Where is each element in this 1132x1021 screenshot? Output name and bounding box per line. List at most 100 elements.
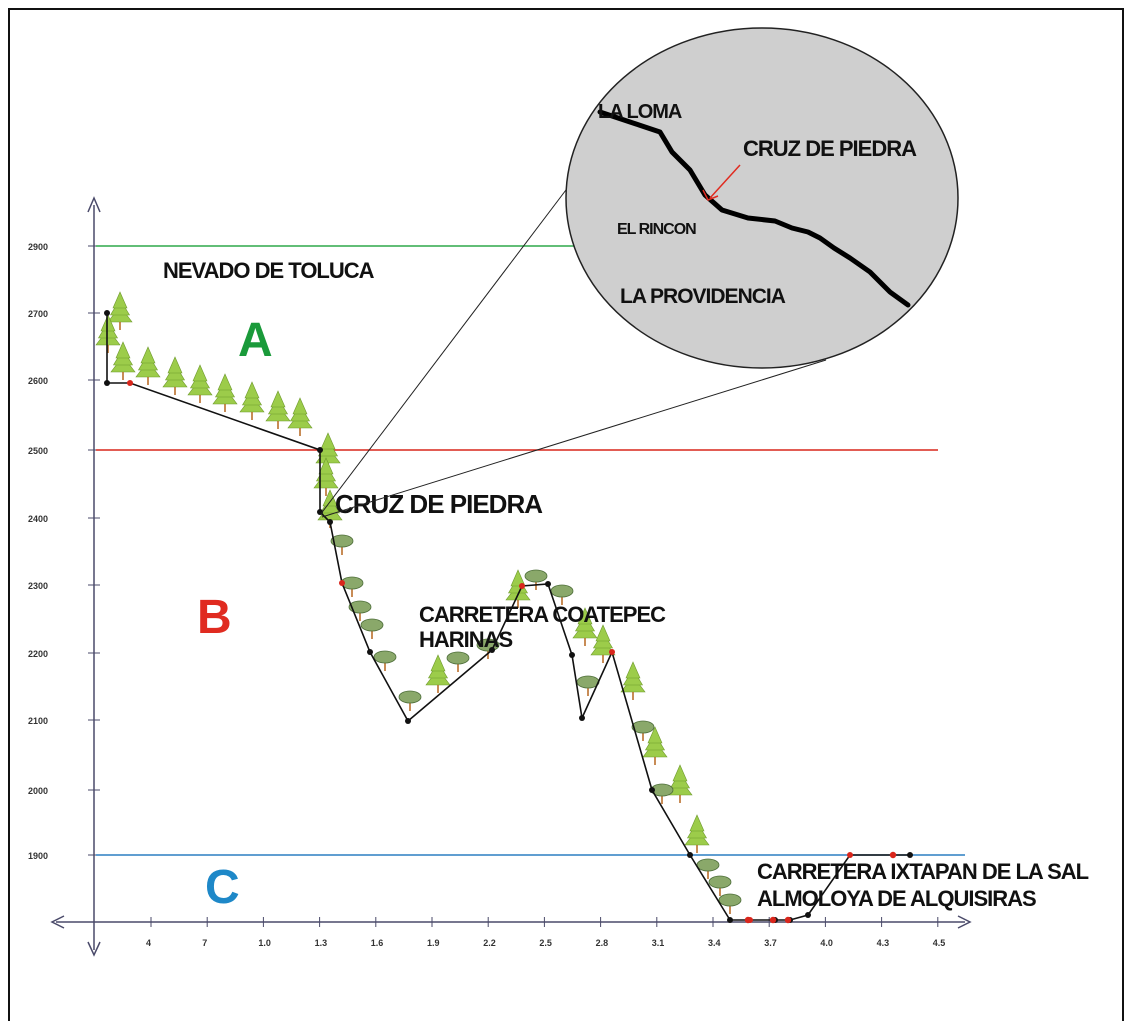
pine-tree-icon: [667, 764, 693, 803]
inset-map-circle: [565, 27, 959, 369]
profile-marker: [889, 851, 897, 859]
y-tick-label: 2000: [28, 786, 48, 796]
y-axis-ticks: 1900 2000 2100 2200 2300 2400 2500 2600 2700 2900: [28, 242, 100, 861]
oak-tree-icon: [373, 650, 397, 671]
profile-point: [127, 380, 133, 386]
pine-tree-icon: [135, 346, 161, 385]
x-tick-label: 4: [146, 938, 151, 948]
y-axis-arrow-top: [87, 196, 101, 213]
x-axis-arrow-left: [50, 915, 65, 929]
profile-point: [519, 583, 525, 589]
x-tick-label: 1.9: [427, 938, 440, 948]
pine-tree-icon: [590, 624, 616, 663]
oak-tree-icon: [330, 534, 354, 555]
profile-marker: [784, 916, 792, 924]
x-tick-label: 2.2: [483, 938, 496, 948]
x-tick-label: 2.5: [539, 938, 552, 948]
x-tick-label: 3.4: [708, 938, 721, 948]
pine-tree-icon: [287, 397, 313, 436]
y-tick-label: 2400: [28, 514, 48, 524]
x-tick-label: 1.6: [371, 938, 384, 948]
oak-tree-icon: [446, 651, 470, 672]
ixtapan-label-line1: CARRETERA IXTAPAN DE LA SAL: [757, 859, 1089, 884]
profile-point: [327, 519, 333, 525]
profile-point: [609, 649, 615, 655]
pine-tree-icon: [95, 314, 121, 353]
x-tick-label: 1.3: [315, 938, 328, 948]
pine-tree-icon: [187, 364, 213, 403]
pine-tree-icon: [684, 814, 710, 853]
pine-tree-icon: [315, 432, 341, 471]
profile-point: [104, 380, 110, 386]
profile-point: [339, 580, 345, 586]
pine-tree-icon: [265, 390, 291, 429]
y-axis-arrow-bottom: [87, 941, 101, 957]
x-tick-label: 3.1: [652, 938, 665, 948]
oak-tree-icon: [340, 576, 364, 597]
nevado-label: NEVADO DE TOLUCA: [163, 258, 375, 283]
inset-el-rincon: EL RINCON: [617, 221, 696, 238]
profile-point: [727, 917, 733, 923]
inset-road: [597, 109, 911, 308]
y-tick-label: 2200: [28, 649, 48, 659]
y-tick-label: 2600: [28, 376, 48, 386]
pine-tree-icon: [107, 291, 133, 330]
oak-tree-icon: [631, 720, 655, 741]
profile-point: [317, 447, 323, 453]
figure-frame: [8, 8, 1124, 1021]
profile-point: [545, 581, 551, 587]
y-tick-label: 2300: [28, 581, 48, 591]
y-tick-label: 2700: [28, 309, 48, 319]
zone-a-label: A: [238, 314, 273, 367]
pine-tree-icon: [162, 356, 188, 395]
y-tick-label: 2500: [28, 446, 48, 456]
zone-b-label: B: [197, 591, 232, 644]
inset-pointer-arrow: [709, 164, 741, 199]
x-tick-label: 7: [202, 938, 207, 948]
oak-tree-icon: [398, 690, 422, 711]
inset-la-providencia: LA PROVIDENCIA: [620, 285, 786, 308]
coatepec-label-line1: CARRETERA COATEPEC: [419, 602, 666, 627]
x-tick-label: 4.5: [933, 938, 946, 948]
coatepec-label-line2: HARINAS: [419, 627, 513, 652]
pine-tree-icon: [505, 569, 531, 608]
pine-tree-icon: [110, 341, 136, 380]
profile-point: [649, 787, 655, 793]
oak-tree-icon: [708, 875, 732, 896]
zone-c-label: C: [205, 861, 240, 914]
profile-point: [569, 652, 575, 658]
vegetation-icons: [95, 291, 742, 914]
profile-point: [847, 852, 853, 858]
inset-cruz-de-piedra: CRUZ DE PIEDRA: [743, 136, 917, 161]
profile-point: [805, 912, 811, 918]
pine-tree-icon: [212, 373, 238, 412]
oak-tree-icon: [696, 858, 720, 879]
x-axis-ticks: 4 7 1.0 1.3 1.6 1.9 2.2 2.5 2.8 3.1 3.4 3.7 4.0 4.3 4.…: [146, 917, 945, 948]
profile-point: [405, 718, 411, 724]
profile-point: [907, 852, 913, 858]
magnifier-line-upper: [319, 181, 573, 516]
oak-tree-icon: [718, 893, 742, 914]
profile-point: [489, 647, 495, 653]
profile-point: [367, 649, 373, 655]
x-tick-label: 2.8: [596, 938, 609, 948]
pine-tree-icon: [620, 661, 646, 700]
oak-tree-icon: [524, 569, 548, 590]
profile-marker: [769, 916, 777, 924]
cruz-de-piedra-label: CRUZ DE PIEDRA: [335, 489, 543, 519]
oak-tree-icon: [360, 618, 384, 639]
profile-point: [104, 310, 110, 316]
y-tick-label: 2900: [28, 242, 48, 252]
oak-tree-icon: [348, 600, 372, 621]
profile-point: [579, 715, 585, 721]
profile-point: [687, 852, 693, 858]
pine-tree-icon: [425, 654, 451, 693]
y-tick-label: 2100: [28, 716, 48, 726]
x-axis-arrow-right: [957, 915, 972, 929]
profile-marker: [744, 916, 752, 924]
inset-map: LA LOMA CRUZ DE PIEDRA EL RINCON LA PROV…: [565, 27, 959, 369]
pine-tree-icon: [572, 607, 598, 646]
inset-pointer-arrowhead: [702, 189, 719, 201]
